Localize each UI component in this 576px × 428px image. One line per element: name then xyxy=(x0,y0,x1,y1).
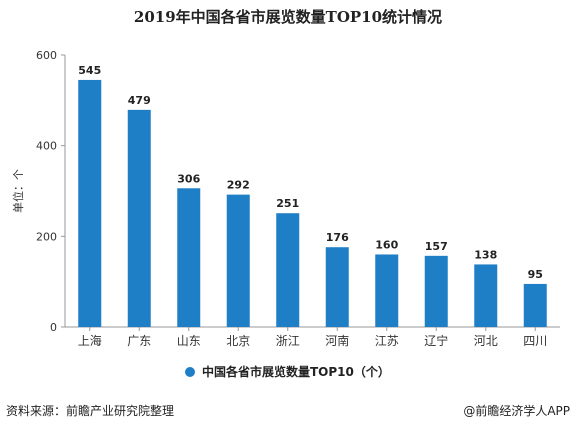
bar xyxy=(276,213,300,327)
bar xyxy=(78,79,102,327)
bar xyxy=(177,188,201,327)
y-tick-label: 200 xyxy=(36,230,57,243)
y-tick-label: 400 xyxy=(36,140,57,153)
bar xyxy=(474,264,498,327)
bar xyxy=(375,254,399,327)
y-tick-label: 0 xyxy=(50,321,57,334)
bar xyxy=(127,109,151,327)
bar-value-label: 138 xyxy=(474,248,497,261)
x-tick-label: 上海 xyxy=(78,333,102,348)
x-tick-label: 辽宁 xyxy=(424,333,448,348)
brand-note: @前瞻经济学人APP xyxy=(463,404,570,418)
bar-value-label: 160 xyxy=(375,238,398,251)
bar-value-label: 176 xyxy=(326,231,349,244)
bar xyxy=(226,194,250,327)
chart-title: 2019年中国各省市展览数量TOP10统计情况 xyxy=(133,8,443,26)
bar xyxy=(523,283,547,327)
bar-value-label: 251 xyxy=(276,197,299,210)
y-axis-label: 单位：个 xyxy=(11,169,25,213)
legend-marker xyxy=(185,367,195,377)
x-tick-label: 山东 xyxy=(177,334,201,348)
bar-value-label: 157 xyxy=(425,240,448,253)
y-tick-label: 600 xyxy=(36,49,57,62)
bar-value-label: 95 xyxy=(528,268,543,281)
source-note: 资料来源：前瞻产业研究院整理 xyxy=(6,404,175,418)
bar-value-label: 292 xyxy=(227,179,250,192)
legend-label: 中国各省市展览数量TOP10（个） xyxy=(202,364,390,379)
bar xyxy=(325,247,349,327)
x-tick-label: 河北 xyxy=(474,334,498,348)
bar-value-label: 306 xyxy=(177,172,200,185)
x-tick-label: 广东 xyxy=(127,334,151,348)
x-tick-label: 江苏 xyxy=(375,334,399,348)
bar xyxy=(424,255,448,327)
x-tick-label: 河南 xyxy=(325,333,349,348)
x-tick-label: 浙江 xyxy=(276,334,300,348)
bar-value-label: 545 xyxy=(78,64,101,77)
x-tick-label: 北京 xyxy=(226,334,250,348)
bar-value-label: 479 xyxy=(128,94,151,107)
x-tick-label: 四川 xyxy=(523,334,547,348)
